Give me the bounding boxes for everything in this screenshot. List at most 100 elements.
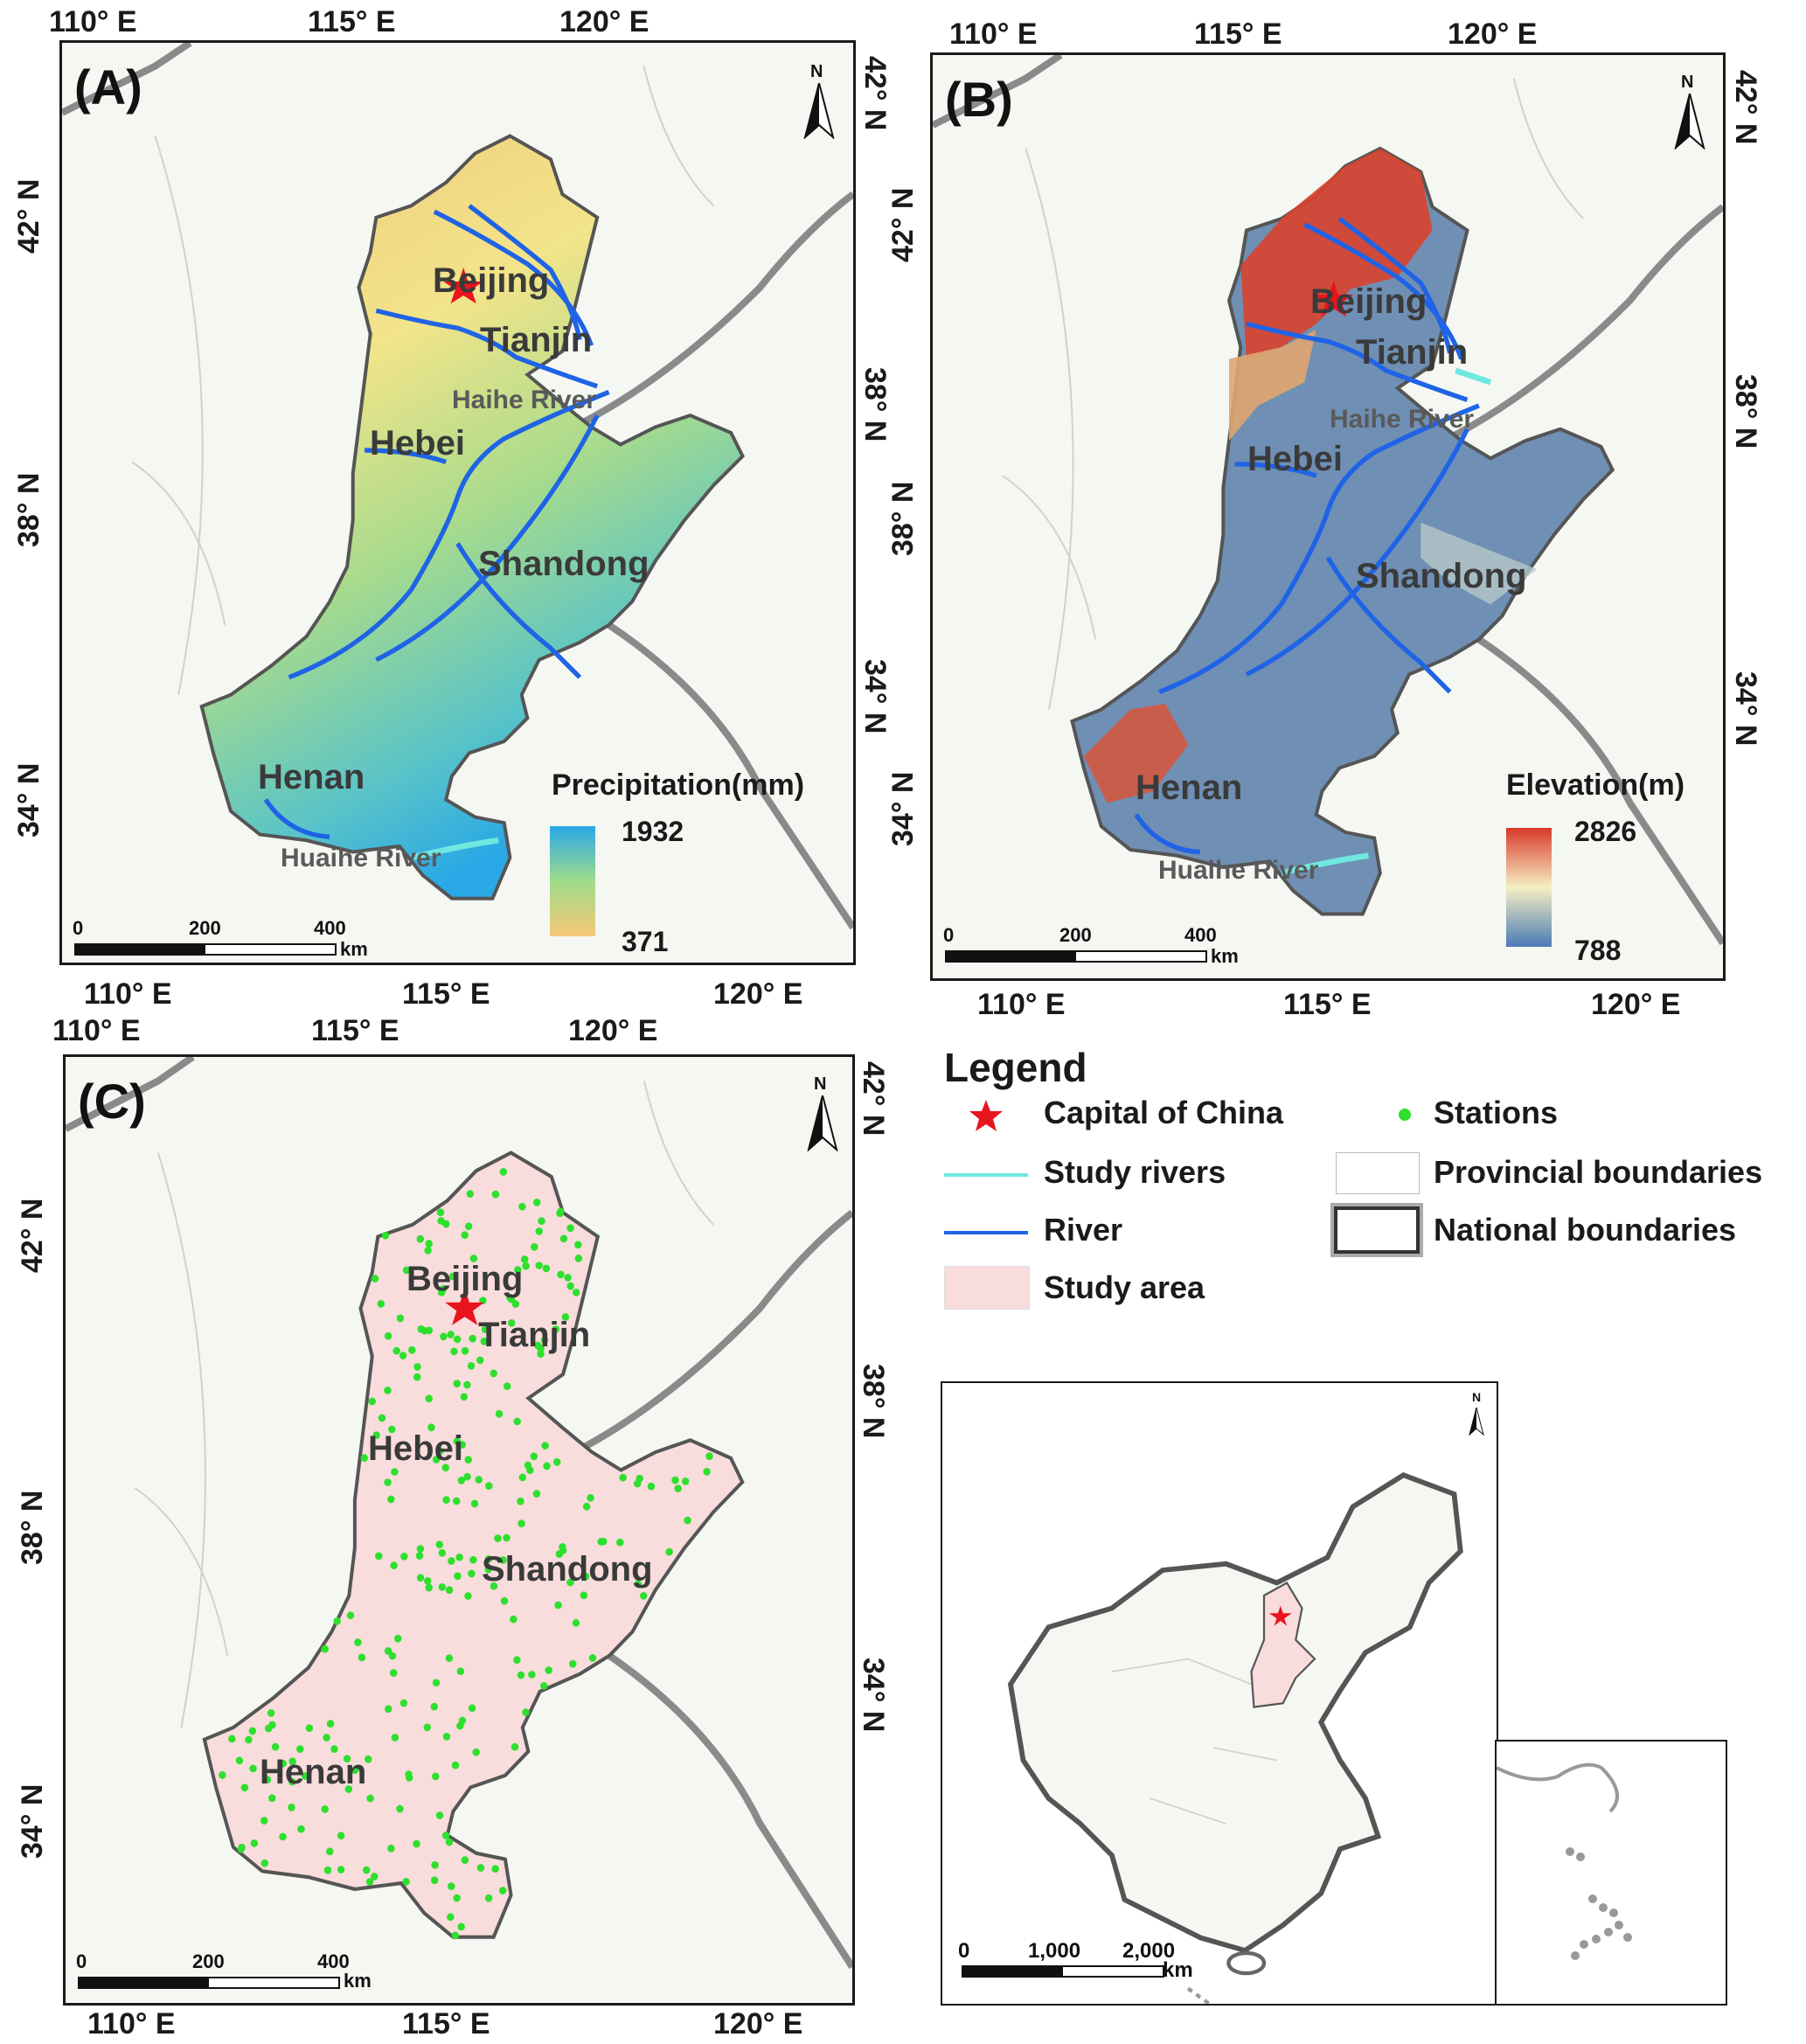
- scale-tick-400: 400: [314, 917, 346, 939]
- label-henan: Henan: [1136, 768, 1243, 807]
- a-right-lat-34: 34° N: [858, 659, 892, 734]
- station-point: [572, 1619, 580, 1627]
- station-point: [461, 1346, 469, 1355]
- b-top-lon-110: 110° E: [949, 17, 1038, 51]
- station-point: [703, 1468, 711, 1476]
- station-point: [437, 1217, 445, 1225]
- national-boundary-icon: [1330, 1203, 1423, 1257]
- station-point: [503, 1533, 511, 1542]
- station-point: [522, 1708, 530, 1716]
- station-point: [323, 1734, 330, 1742]
- label-beijing: Beijing: [1310, 282, 1427, 321]
- c-top-lon-120: 120° E: [568, 1014, 658, 1047]
- station-point: [541, 1442, 549, 1450]
- inset-scale-bar: [962, 1965, 1164, 1978]
- station-point: [358, 1653, 366, 1662]
- scale-tick-200: 200: [192, 1950, 225, 1972]
- station-point: [408, 1345, 416, 1354]
- station-point: [472, 1748, 480, 1756]
- station-point: [346, 1611, 355, 1620]
- station-point: [528, 1671, 536, 1679]
- station-point: [665, 1547, 673, 1556]
- label-haihe-river: Haihe River: [452, 386, 597, 414]
- scale-tick-0: 0: [76, 1950, 87, 1972]
- station-point: [572, 1289, 580, 1297]
- c-right-lat-34: 34° N: [857, 1658, 890, 1733]
- station-point: [416, 1545, 425, 1554]
- station-point: [510, 1615, 517, 1623]
- precipitation-legend-title: Precipitation(mm): [552, 768, 805, 802]
- station-point: [559, 1547, 567, 1554]
- station-point: [330, 1745, 338, 1754]
- station-point: [365, 1878, 374, 1886]
- station-point: [432, 1772, 440, 1781]
- station-point: [561, 1312, 570, 1321]
- b-top-lon-115: 115° E: [1194, 17, 1282, 51]
- legend-capital: Capital of China: [1044, 1095, 1284, 1130]
- label-tianjin: Tianjin: [478, 1316, 591, 1354]
- station-point: [384, 1331, 392, 1340]
- station-point: [517, 1497, 524, 1505]
- station-point: [423, 1723, 431, 1732]
- station-point: [470, 1499, 479, 1508]
- station-point: [442, 1733, 451, 1741]
- panel-a: (A) N Beijing Tianjin Haihe River Hebei …: [59, 40, 856, 965]
- scale-bar: [945, 950, 1207, 963]
- station-point: [297, 1825, 305, 1833]
- a-top-lon-120: 120° E: [559, 5, 649, 38]
- station-point: [588, 1654, 597, 1662]
- station-point: [402, 1266, 411, 1275]
- elevation-legend-title: Elevation(m): [1506, 768, 1685, 802]
- a-top-lon-115: 115° E: [308, 5, 396, 38]
- station-point: [343, 1755, 351, 1762]
- station-point: [461, 1231, 469, 1240]
- label-henan: Henan: [258, 758, 365, 796]
- station-point: [415, 1552, 424, 1560]
- station-point: [681, 1477, 690, 1485]
- station-point: [507, 1295, 516, 1304]
- station-point: [321, 1805, 329, 1813]
- station-point: [705, 1452, 713, 1461]
- station-point: [447, 1913, 455, 1922]
- station-point: [674, 1484, 682, 1492]
- station-point: [384, 1387, 392, 1394]
- station-point: [503, 1382, 511, 1391]
- north-arrow-icon: [1469, 1407, 1484, 1436]
- station-point: [587, 1493, 594, 1502]
- station-point: [445, 1586, 454, 1595]
- station-point: [448, 1882, 455, 1890]
- station-point: [581, 1572, 590, 1581]
- c-bottom-lon-110: 110° E: [87, 2007, 176, 2041]
- label-shandong: Shandong: [482, 1550, 653, 1589]
- station-point: [440, 1332, 448, 1341]
- station-point: [460, 1393, 469, 1401]
- station-point: [388, 1651, 397, 1660]
- stations-map: [66, 1057, 852, 1970]
- station-point: [499, 1556, 507, 1564]
- station-point: [371, 1275, 379, 1283]
- station-point: [468, 1569, 476, 1578]
- elevation-map: [933, 55, 1723, 946]
- station-point: [580, 1591, 588, 1600]
- c-bottom-lon-115: 115° E: [402, 2007, 490, 2041]
- station-point: [430, 1702, 439, 1711]
- station-point: [375, 1552, 383, 1561]
- c-left-lat-38: 38° N: [16, 1490, 49, 1565]
- station-point: [392, 1346, 400, 1355]
- station-point: [344, 1785, 353, 1793]
- station-point: [517, 1671, 525, 1679]
- station-point: [479, 1297, 487, 1304]
- station-point: [484, 1555, 493, 1563]
- station-point: [453, 1380, 461, 1388]
- station-point: [354, 1638, 362, 1646]
- b-right-lat-42: 42° N: [1729, 70, 1762, 145]
- station-point: [249, 1764, 257, 1773]
- legend-river: River: [1044, 1212, 1123, 1248]
- station-point: [288, 1777, 296, 1786]
- c-right-lat-38: 38° N: [857, 1364, 890, 1439]
- station-point: [468, 1704, 476, 1713]
- station-point: [476, 1864, 485, 1872]
- b-right-lat-38: 38° N: [1729, 374, 1762, 449]
- panel-b: (B) N Beijing Tianjin Haihe River Hebei …: [930, 52, 1726, 981]
- station-point: [538, 1217, 545, 1226]
